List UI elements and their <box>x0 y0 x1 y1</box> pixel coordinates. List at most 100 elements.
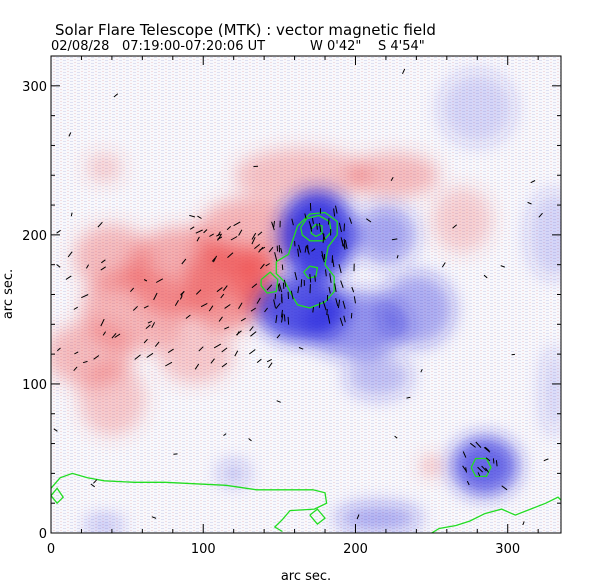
field-vector <box>223 433 227 437</box>
field-vector <box>200 302 208 308</box>
field-vector <box>406 396 411 399</box>
field-vector <box>483 274 488 279</box>
field-vector <box>356 514 360 520</box>
field-vector <box>396 255 399 259</box>
field-vector <box>314 275 316 282</box>
field-vector <box>275 302 281 310</box>
axis-ticks: 0 100 200 300 0 100 200 300 <box>22 55 561 557</box>
field-vector <box>308 221 313 230</box>
field-vector <box>335 298 339 307</box>
field-vector <box>275 314 278 324</box>
field-vector <box>343 223 345 232</box>
y-tick-label: 300 <box>22 80 47 95</box>
field-contour <box>275 211 338 309</box>
field-vector <box>334 283 337 292</box>
field-vector <box>97 221 103 228</box>
x-tick-label: 0 <box>47 542 55 557</box>
field-vector <box>68 132 72 137</box>
positive-field-region <box>422 456 441 475</box>
field-vector <box>402 68 406 75</box>
field-vector <box>312 306 314 313</box>
field-vector <box>180 290 185 296</box>
field-vector <box>366 218 372 223</box>
field-vector <box>266 358 272 363</box>
positive-field-region <box>78 361 146 437</box>
field-vector <box>218 316 223 322</box>
field-vector <box>466 480 470 486</box>
field-vector <box>281 313 284 323</box>
field-vector <box>543 458 549 462</box>
field-vector <box>338 222 342 233</box>
field-vector <box>217 233 223 241</box>
field-vector <box>391 238 398 241</box>
negative-field-region <box>335 503 421 533</box>
positive-field-region <box>233 148 371 203</box>
field-vector <box>538 212 543 218</box>
field-vector <box>143 279 148 282</box>
field-vector <box>233 221 241 227</box>
field-vector <box>300 279 303 288</box>
field-vector <box>167 348 174 354</box>
field-vector <box>283 314 286 322</box>
field-vector <box>264 307 268 313</box>
field-vector <box>196 236 200 242</box>
field-vector <box>278 283 283 293</box>
field-vector <box>298 244 302 253</box>
field-vector <box>217 231 221 237</box>
positive-field-region <box>347 152 440 198</box>
field-vector <box>276 334 281 339</box>
field-vector <box>342 300 346 309</box>
field-vector <box>327 314 331 324</box>
field-contour <box>51 472 328 533</box>
y-axis-label: arc sec. <box>1 269 16 319</box>
field-vector <box>477 472 481 477</box>
negative-field-region <box>86 516 123 533</box>
field-vector <box>67 251 73 258</box>
negative-field-region <box>439 70 516 146</box>
positive-polarity-layer <box>51 148 493 475</box>
field-vector <box>332 258 335 268</box>
field-vector <box>309 273 312 283</box>
negative-field-region <box>344 354 412 399</box>
field-vector <box>226 226 232 231</box>
plot-area <box>51 56 561 533</box>
y-tick-label: 100 <box>22 378 47 393</box>
field-vector <box>238 229 243 236</box>
field-vector <box>209 233 214 237</box>
field-vector <box>441 262 446 268</box>
field-vector <box>297 286 300 294</box>
field-vector <box>477 466 484 473</box>
field-vector <box>165 361 173 367</box>
field-vector <box>481 465 487 472</box>
negative-field-region <box>279 190 356 280</box>
field-vector <box>238 302 243 309</box>
field-vector <box>522 521 525 526</box>
field-vector <box>256 297 261 304</box>
field-vector <box>153 292 158 301</box>
field-vector <box>328 218 330 225</box>
field-vector <box>111 332 117 339</box>
field-vector <box>527 201 532 205</box>
field-vector <box>274 252 278 262</box>
field-vector <box>143 338 148 344</box>
positive-field-region <box>431 187 493 253</box>
field-vector <box>344 240 348 249</box>
field-vector <box>174 300 179 306</box>
field-vector <box>236 331 240 336</box>
field-vector <box>134 354 141 360</box>
field-vector <box>318 222 322 233</box>
field-vector <box>291 218 294 226</box>
field-vector <box>53 428 58 432</box>
y-tick-label: 0 <box>39 527 47 542</box>
field-vector <box>343 315 346 323</box>
field-vector <box>179 295 183 300</box>
field-vector <box>189 214 196 218</box>
field-vector <box>304 246 307 253</box>
field-contour <box>470 457 492 478</box>
field-contour <box>51 487 65 505</box>
field-vector <box>271 221 275 231</box>
field-vector <box>311 248 316 252</box>
field-vector <box>56 264 61 268</box>
field-vector <box>102 331 107 336</box>
field-vector <box>221 347 228 353</box>
